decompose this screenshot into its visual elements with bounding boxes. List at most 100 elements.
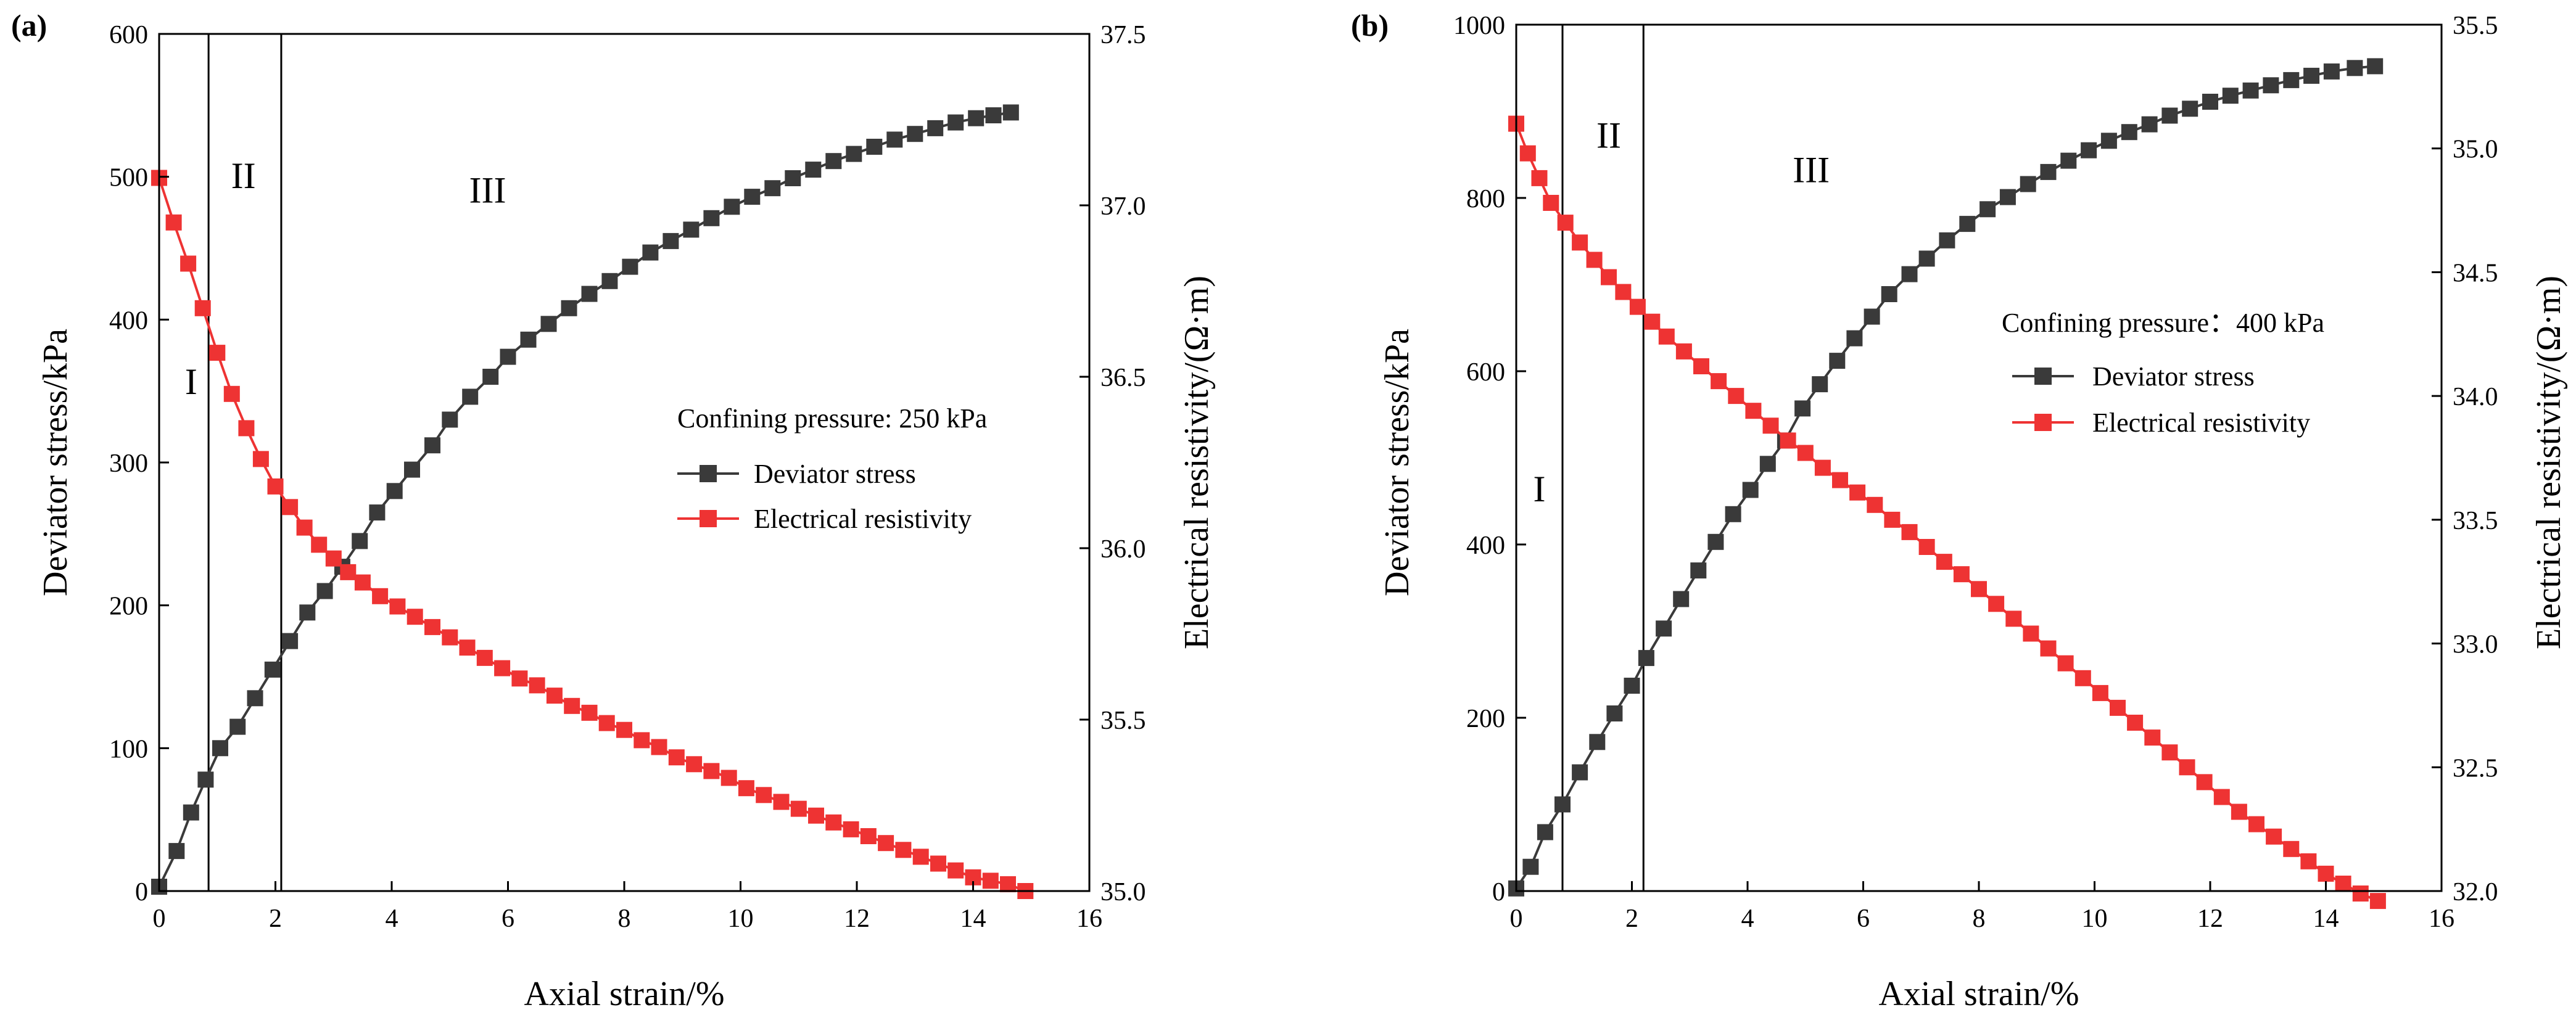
data-point-deviator-stress bbox=[500, 348, 516, 365]
data-point-electrical-resistivity bbox=[1832, 472, 1848, 488]
data-point-electrical-resistivity bbox=[2352, 885, 2369, 902]
y-right-tick-label: 36.0 bbox=[1100, 535, 1146, 564]
data-point-deviator-stress bbox=[907, 126, 923, 142]
data-point-deviator-stress bbox=[299, 604, 316, 621]
data-point-electrical-resistivity bbox=[252, 451, 269, 467]
data-point-deviator-stress bbox=[927, 120, 944, 136]
data-point-deviator-stress bbox=[1002, 104, 1019, 121]
data-point-deviator-stress bbox=[2121, 124, 2137, 141]
data-point-deviator-stress bbox=[2303, 67, 2320, 84]
y-right-tick-label: 35.0 bbox=[2453, 136, 2498, 164]
series-line-electrical-resistivity bbox=[158, 177, 1026, 892]
data-point-electrical-resistivity bbox=[703, 763, 720, 779]
data-point-deviator-stress bbox=[2141, 116, 2158, 133]
stage-label: II bbox=[231, 155, 256, 196]
data-point-electrical-resistivity bbox=[581, 704, 598, 721]
series-line-deviator-stress bbox=[1515, 65, 2376, 889]
data-point-electrical-resistivity bbox=[1601, 269, 1617, 286]
data-point-electrical-resistivity bbox=[1918, 539, 1935, 555]
data-point-electrical-resistivity bbox=[2161, 744, 2178, 761]
data-point-deviator-stress bbox=[2323, 63, 2340, 80]
data-point-electrical-resistivity bbox=[1884, 511, 1901, 528]
y-left-tick-label: 600 bbox=[109, 21, 148, 49]
data-point-electrical-resistivity bbox=[325, 550, 342, 567]
data-point-deviator-stress bbox=[985, 107, 1002, 123]
data-point-electrical-resistivity bbox=[424, 618, 440, 635]
plot-frame bbox=[158, 33, 1091, 892]
x-tick-label: 2 bbox=[269, 905, 282, 933]
x-axis-title: Axial strain/% bbox=[1878, 975, 2079, 1013]
data-point-deviator-stress bbox=[540, 316, 557, 332]
y-right-tick-label: 35.5 bbox=[2453, 12, 2498, 40]
data-point-electrical-resistivity bbox=[2023, 625, 2039, 642]
data-point-deviator-stress bbox=[197, 771, 214, 788]
x-tick-label: 0 bbox=[1510, 905, 1523, 933]
data-point-electrical-resistivity bbox=[442, 629, 458, 646]
y-left-tick-label: 200 bbox=[109, 593, 148, 621]
data-point-deviator-stress bbox=[947, 114, 964, 131]
y-right-tick-label: 34.5 bbox=[2453, 259, 2498, 287]
data-point-deviator-stress bbox=[1901, 266, 1918, 282]
x-axis-title: Axial strain/% bbox=[524, 975, 724, 1013]
data-point-deviator-stress bbox=[386, 483, 403, 499]
y-left-tick-label: 0 bbox=[135, 878, 148, 906]
y-left-tick-label: 200 bbox=[1466, 705, 1505, 733]
x-tick-label: 6 bbox=[502, 905, 514, 933]
data-point-electrical-resistivity bbox=[720, 770, 737, 786]
legend-label-deviator: Deviator stress bbox=[754, 459, 916, 489]
panel-label: (b) bbox=[1351, 8, 1389, 43]
x-tick-label: 16 bbox=[1076, 905, 1102, 933]
data-point-electrical-resistivity bbox=[1519, 145, 1536, 162]
data-point-electrical-resistivity bbox=[2040, 640, 2057, 657]
plot-frame bbox=[1515, 23, 2443, 892]
y-left-tick-label: 100 bbox=[109, 735, 148, 763]
data-point-electrical-resistivity bbox=[912, 848, 929, 865]
data-point-deviator-stress bbox=[1939, 232, 1955, 249]
data-point-deviator-stress bbox=[2081, 142, 2097, 158]
data-point-electrical-resistivity bbox=[2092, 684, 2108, 701]
x-tick-label: 0 bbox=[153, 905, 166, 933]
data-point-deviator-stress bbox=[462, 388, 479, 405]
data-point-deviator-stress bbox=[622, 258, 638, 275]
stage-label: III bbox=[1793, 150, 1830, 191]
data-point-electrical-resistivity bbox=[982, 873, 999, 889]
data-point-deviator-stress bbox=[2060, 152, 2077, 169]
y-left-tick-label: 300 bbox=[109, 450, 148, 478]
data-point-electrical-resistivity bbox=[773, 794, 790, 810]
data-point-electrical-resistivity bbox=[1728, 388, 1744, 405]
data-point-deviator-stress bbox=[2222, 88, 2239, 104]
data-point-electrical-resistivity bbox=[2300, 853, 2317, 869]
x-tick-label: 16 bbox=[2429, 905, 2454, 933]
y-left-tick-label: 400 bbox=[1466, 532, 1505, 560]
data-point-electrical-resistivity bbox=[1572, 234, 1588, 251]
data-point-electrical-resistivity bbox=[1797, 445, 1814, 461]
data-point-deviator-stress bbox=[1572, 764, 1588, 781]
data-point-deviator-stress bbox=[724, 199, 740, 215]
data-point-deviator-stress bbox=[785, 170, 801, 186]
data-point-deviator-stress bbox=[482, 369, 499, 385]
x-tick-label: 6 bbox=[1857, 905, 1870, 933]
data-point-electrical-resistivity bbox=[1615, 284, 1632, 300]
data-point-electrical-resistivity bbox=[2231, 803, 2247, 820]
legend-marker-resistivity bbox=[2034, 414, 2052, 431]
data-point-deviator-stress bbox=[2202, 94, 2218, 110]
data-point-electrical-resistivity bbox=[389, 598, 406, 615]
data-point-deviator-stress bbox=[2040, 163, 2057, 180]
data-point-electrical-resistivity bbox=[2074, 670, 2091, 686]
data-point-deviator-stress bbox=[212, 740, 228, 757]
data-point-deviator-stress bbox=[1759, 456, 1776, 472]
data-point-deviator-stress bbox=[866, 139, 883, 155]
data-point-electrical-resistivity bbox=[1849, 484, 1866, 501]
y-right-tick-label: 35.5 bbox=[1100, 707, 1146, 735]
data-point-deviator-stress bbox=[1829, 353, 1846, 369]
data-point-electrical-resistivity bbox=[1780, 432, 1796, 449]
x-tick-label: 8 bbox=[618, 905, 631, 933]
data-point-deviator-stress bbox=[703, 210, 720, 226]
data-point-deviator-stress bbox=[683, 221, 700, 238]
data-point-deviator-stress bbox=[968, 110, 985, 126]
data-point-electrical-resistivity bbox=[223, 385, 240, 402]
legend-label-resistivity: Electrical resistivity bbox=[754, 504, 972, 534]
data-point-electrical-resistivity bbox=[354, 574, 371, 591]
data-point-deviator-stress bbox=[1846, 330, 1863, 347]
x-tick-label: 8 bbox=[1973, 905, 1986, 933]
